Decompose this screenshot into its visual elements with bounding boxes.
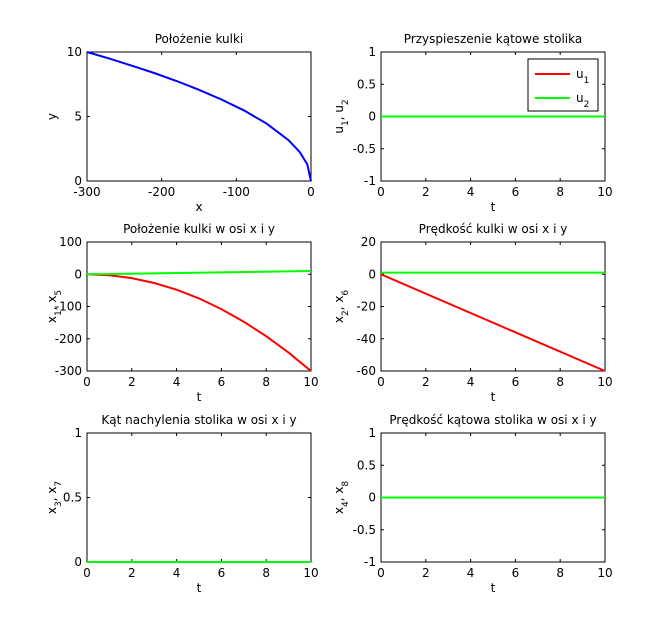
x-axis-label: t xyxy=(197,390,202,404)
y-axis-label: u1, u2 xyxy=(332,99,351,133)
x-tick-label: 4 xyxy=(467,185,475,199)
legend-box xyxy=(527,58,599,112)
y-tick-label: -300 xyxy=(55,364,82,378)
x-tick-label: 10 xyxy=(303,375,318,389)
x-tick-label: 8 xyxy=(556,185,564,199)
legend-label-1: u1 xyxy=(576,67,589,86)
y-tick-label: -0.5 xyxy=(353,142,376,156)
y-tick-label: -0.5 xyxy=(353,523,376,537)
axes-3: 0 2 4 6 8 10 -300 -200 -100 0 100 Położenie kulki w… xyxy=(45,222,319,404)
x-axis-label: x xyxy=(195,200,202,214)
series-line-2 xyxy=(86,270,312,276)
y-axis-label: x1, x5 xyxy=(45,290,64,323)
x-tick-label: -200 xyxy=(148,185,175,199)
y-tick-label: 1 xyxy=(368,426,376,440)
x-tick-label: 4 xyxy=(467,566,475,580)
x-axis-label: t xyxy=(491,390,496,404)
chart-title: Kąt nachylenia stolika w osi x i y xyxy=(101,413,296,427)
y-tick-label: 100 xyxy=(59,235,82,249)
legend-label-2: u2 xyxy=(576,91,589,110)
x-tick-label: -300 xyxy=(73,185,100,199)
axes-1: -300 -200 -100 0 0 5 10 Położenie kulki x y xyxy=(45,32,315,214)
chart-title: Położenie kulki xyxy=(155,32,244,46)
x-tick-label: 2 xyxy=(128,566,136,580)
y-tick-label: -1 xyxy=(364,555,376,569)
x-tick-label: 8 xyxy=(556,566,564,580)
y-tick-label: -20 xyxy=(356,300,376,314)
y-axis-label: x4, x8 xyxy=(332,481,351,515)
x-tick-label: 8 xyxy=(262,566,270,580)
axes-frame xyxy=(86,241,312,372)
y-tick-label: 0 xyxy=(368,267,376,281)
axes-frame xyxy=(86,51,312,182)
chart-title: Prędkość kątowa stolika w osi x i y xyxy=(389,413,596,427)
chart-title: Prędkość kulki w osi x i y xyxy=(419,222,568,236)
x-tick-label: 8 xyxy=(262,375,270,389)
axes-frame xyxy=(86,432,312,563)
y-tick-label: -40 xyxy=(356,332,376,346)
y-tick-label: 0 xyxy=(368,491,376,505)
x-tick-label: 0 xyxy=(83,566,91,580)
axes-6: 0 2 4 6 8 10 -1 -0.5 0 0.5 1 Prędkość kątowa stolik… xyxy=(332,413,613,595)
y-axis-label: x2, x6 xyxy=(332,290,351,324)
series-line-1 xyxy=(86,273,312,372)
x-tick-label: 0 xyxy=(377,566,385,580)
x-tick-label: 0 xyxy=(377,185,385,199)
y-tick-label: 20 xyxy=(361,235,376,249)
x-axis-label: t xyxy=(197,581,202,595)
x-tick-label: 6 xyxy=(218,566,226,580)
axes-5: 0 2 4 6 8 10 0 0.5 1 Kąt nachylenia stolika w osi… xyxy=(45,413,319,595)
x-tick-label: 4 xyxy=(173,375,181,389)
axes-4: 0 2 4 6 8 10 -60 -40 -20 0 20 Prędkość kulki w osi … xyxy=(332,222,613,404)
x-axis-label: t xyxy=(491,581,496,595)
axes-frame xyxy=(380,241,606,372)
x-tick-label: 10 xyxy=(597,185,612,199)
y-tick-label: 0.5 xyxy=(63,491,82,505)
y-tick-label: 5 xyxy=(74,110,82,124)
chart-title: Położenie kulki w osi x i y xyxy=(123,222,275,236)
y-tick-label: -1 xyxy=(364,174,376,188)
y-tick-label: 1 xyxy=(368,45,376,59)
x-tick-label: 4 xyxy=(467,375,475,389)
x-tick-label: 2 xyxy=(422,566,430,580)
x-tick-label: 0 xyxy=(377,375,385,389)
x-tick-label: 2 xyxy=(422,185,430,199)
series-line-1 xyxy=(86,51,312,182)
x-tick-label: 2 xyxy=(128,375,136,389)
y-tick-label: 1 xyxy=(74,426,82,440)
y-tick-label: 0 xyxy=(74,174,82,188)
x-tick-label: 10 xyxy=(303,566,318,580)
y-axis-label: y xyxy=(45,113,59,120)
y-tick-label: 10 xyxy=(67,45,82,59)
y-tick-label: -100 xyxy=(55,300,82,314)
x-axis-label: t xyxy=(491,200,496,214)
x-tick-label: 8 xyxy=(556,375,564,389)
y-tick-label: 0 xyxy=(368,110,376,124)
x-tick-label: 10 xyxy=(597,566,612,580)
y-tick-label: -60 xyxy=(356,364,376,378)
series-line-1 xyxy=(380,273,606,372)
x-tick-label: 0 xyxy=(307,185,315,199)
x-tick-label: 10 xyxy=(597,375,612,389)
x-tick-label: 4 xyxy=(173,566,181,580)
chart-title: Przyspieszenie kątowe stolika xyxy=(404,32,582,46)
x-tick-label: 2 xyxy=(422,375,430,389)
y-tick-label: 0 xyxy=(74,555,82,569)
axes-2: 0 2 4 6 8 10 -1 -0.5 0 0.5 1 Przyspieszenie kątowe … xyxy=(332,32,613,214)
x-tick-label: 6 xyxy=(512,375,520,389)
x-tick-label: 6 xyxy=(218,375,226,389)
x-tick-label: 6 xyxy=(512,185,520,199)
y-tick-label: 0.5 xyxy=(357,77,376,91)
x-tick-label: -100 xyxy=(223,185,250,199)
y-tick-label: 0 xyxy=(74,267,82,281)
y-tick-label: -200 xyxy=(55,332,82,346)
x-tick-label: 0 xyxy=(83,375,91,389)
y-axis-label: x3, x7 xyxy=(45,481,64,514)
x-tick-label: 6 xyxy=(512,566,520,580)
y-tick-label: 0.5 xyxy=(357,458,376,472)
